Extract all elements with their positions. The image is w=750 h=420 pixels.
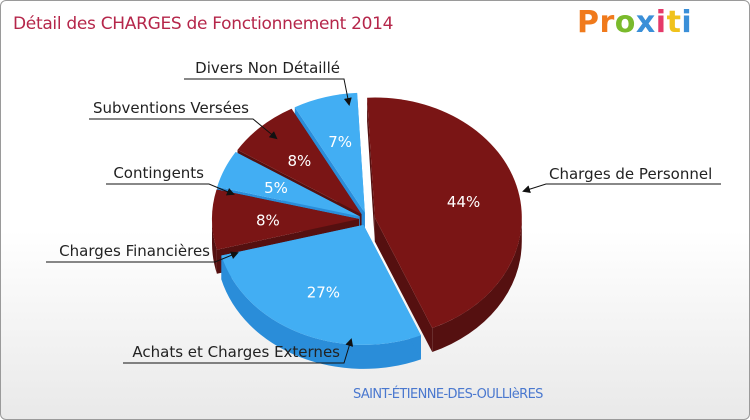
logo-letter: o [614,5,636,40]
value-label-contingents: 5% [264,179,288,197]
category-label-divers-non-detaille: Divers Non Détaillé [195,59,340,77]
slice-charges-financieres [212,189,360,250]
category-label-contingents: Contingents [113,164,204,182]
slice-side-charges-financieres [212,219,217,274]
logo-letter: i [681,5,693,40]
pie-slices [212,92,522,345]
slice-contingents [217,152,360,217]
callout-line-subventions-versees [89,118,278,140]
chart-title: Détail des CHARGES de Fonctionnement 201… [13,14,394,34]
callout-line-achats-et-charges-externes [123,338,354,364]
value-label-achats-et-charges-externes: 27% [307,284,340,302]
slice-divers-non-detaille [294,92,365,213]
value-label-charges-de-personnel: 44% [447,193,480,211]
slice-side-charges-de-personnel [432,217,522,352]
logo-letter: i [655,5,667,40]
proxiti-logo: Proxiti [577,5,692,40]
slice-subventions-versees [237,108,362,215]
logo-letter: P [577,5,600,40]
slice-side-charges-de-personnel [367,97,375,242]
category-label-achats-et-charges-externes: Achats et Charges Externes [132,343,340,361]
logo-letter: x [635,5,656,40]
slice-achats-et-charges-externes [221,224,421,345]
callout-line-contingents [106,183,235,196]
slice-side-charges-de-personnel [374,217,433,352]
slice-side-achats-et-charges-externes [221,255,421,369]
callout-line-charges-financieres [46,251,239,263]
callout-line-charges-de-personnel [522,183,721,193]
slice-value-labels: 44% 27% 8% 5% 8% 7% [256,133,480,302]
slice-charges-de-personnel [367,97,522,328]
callout-line-divers-non-detaille [184,78,352,106]
category-label-subventions-versees: Subventions Versées [93,99,249,117]
category-label-charges-de-personnel: Charges de Personnel [549,165,712,183]
value-label-divers-non-detaille: 7% [328,133,352,151]
value-label-subventions-versees: 8% [287,152,311,170]
slice-callouts: Charges de Personnel Achats et Charges Ex… [46,59,721,364]
category-label-charges-financieres: Charges Financières [59,242,210,260]
location-label: SAINT-ÉTIENNE-DES-OULLIèRES [353,387,543,402]
value-label-charges-financieres: 8% [256,211,280,229]
logo-letter: r [599,5,615,40]
logo-letter: t [666,5,682,40]
